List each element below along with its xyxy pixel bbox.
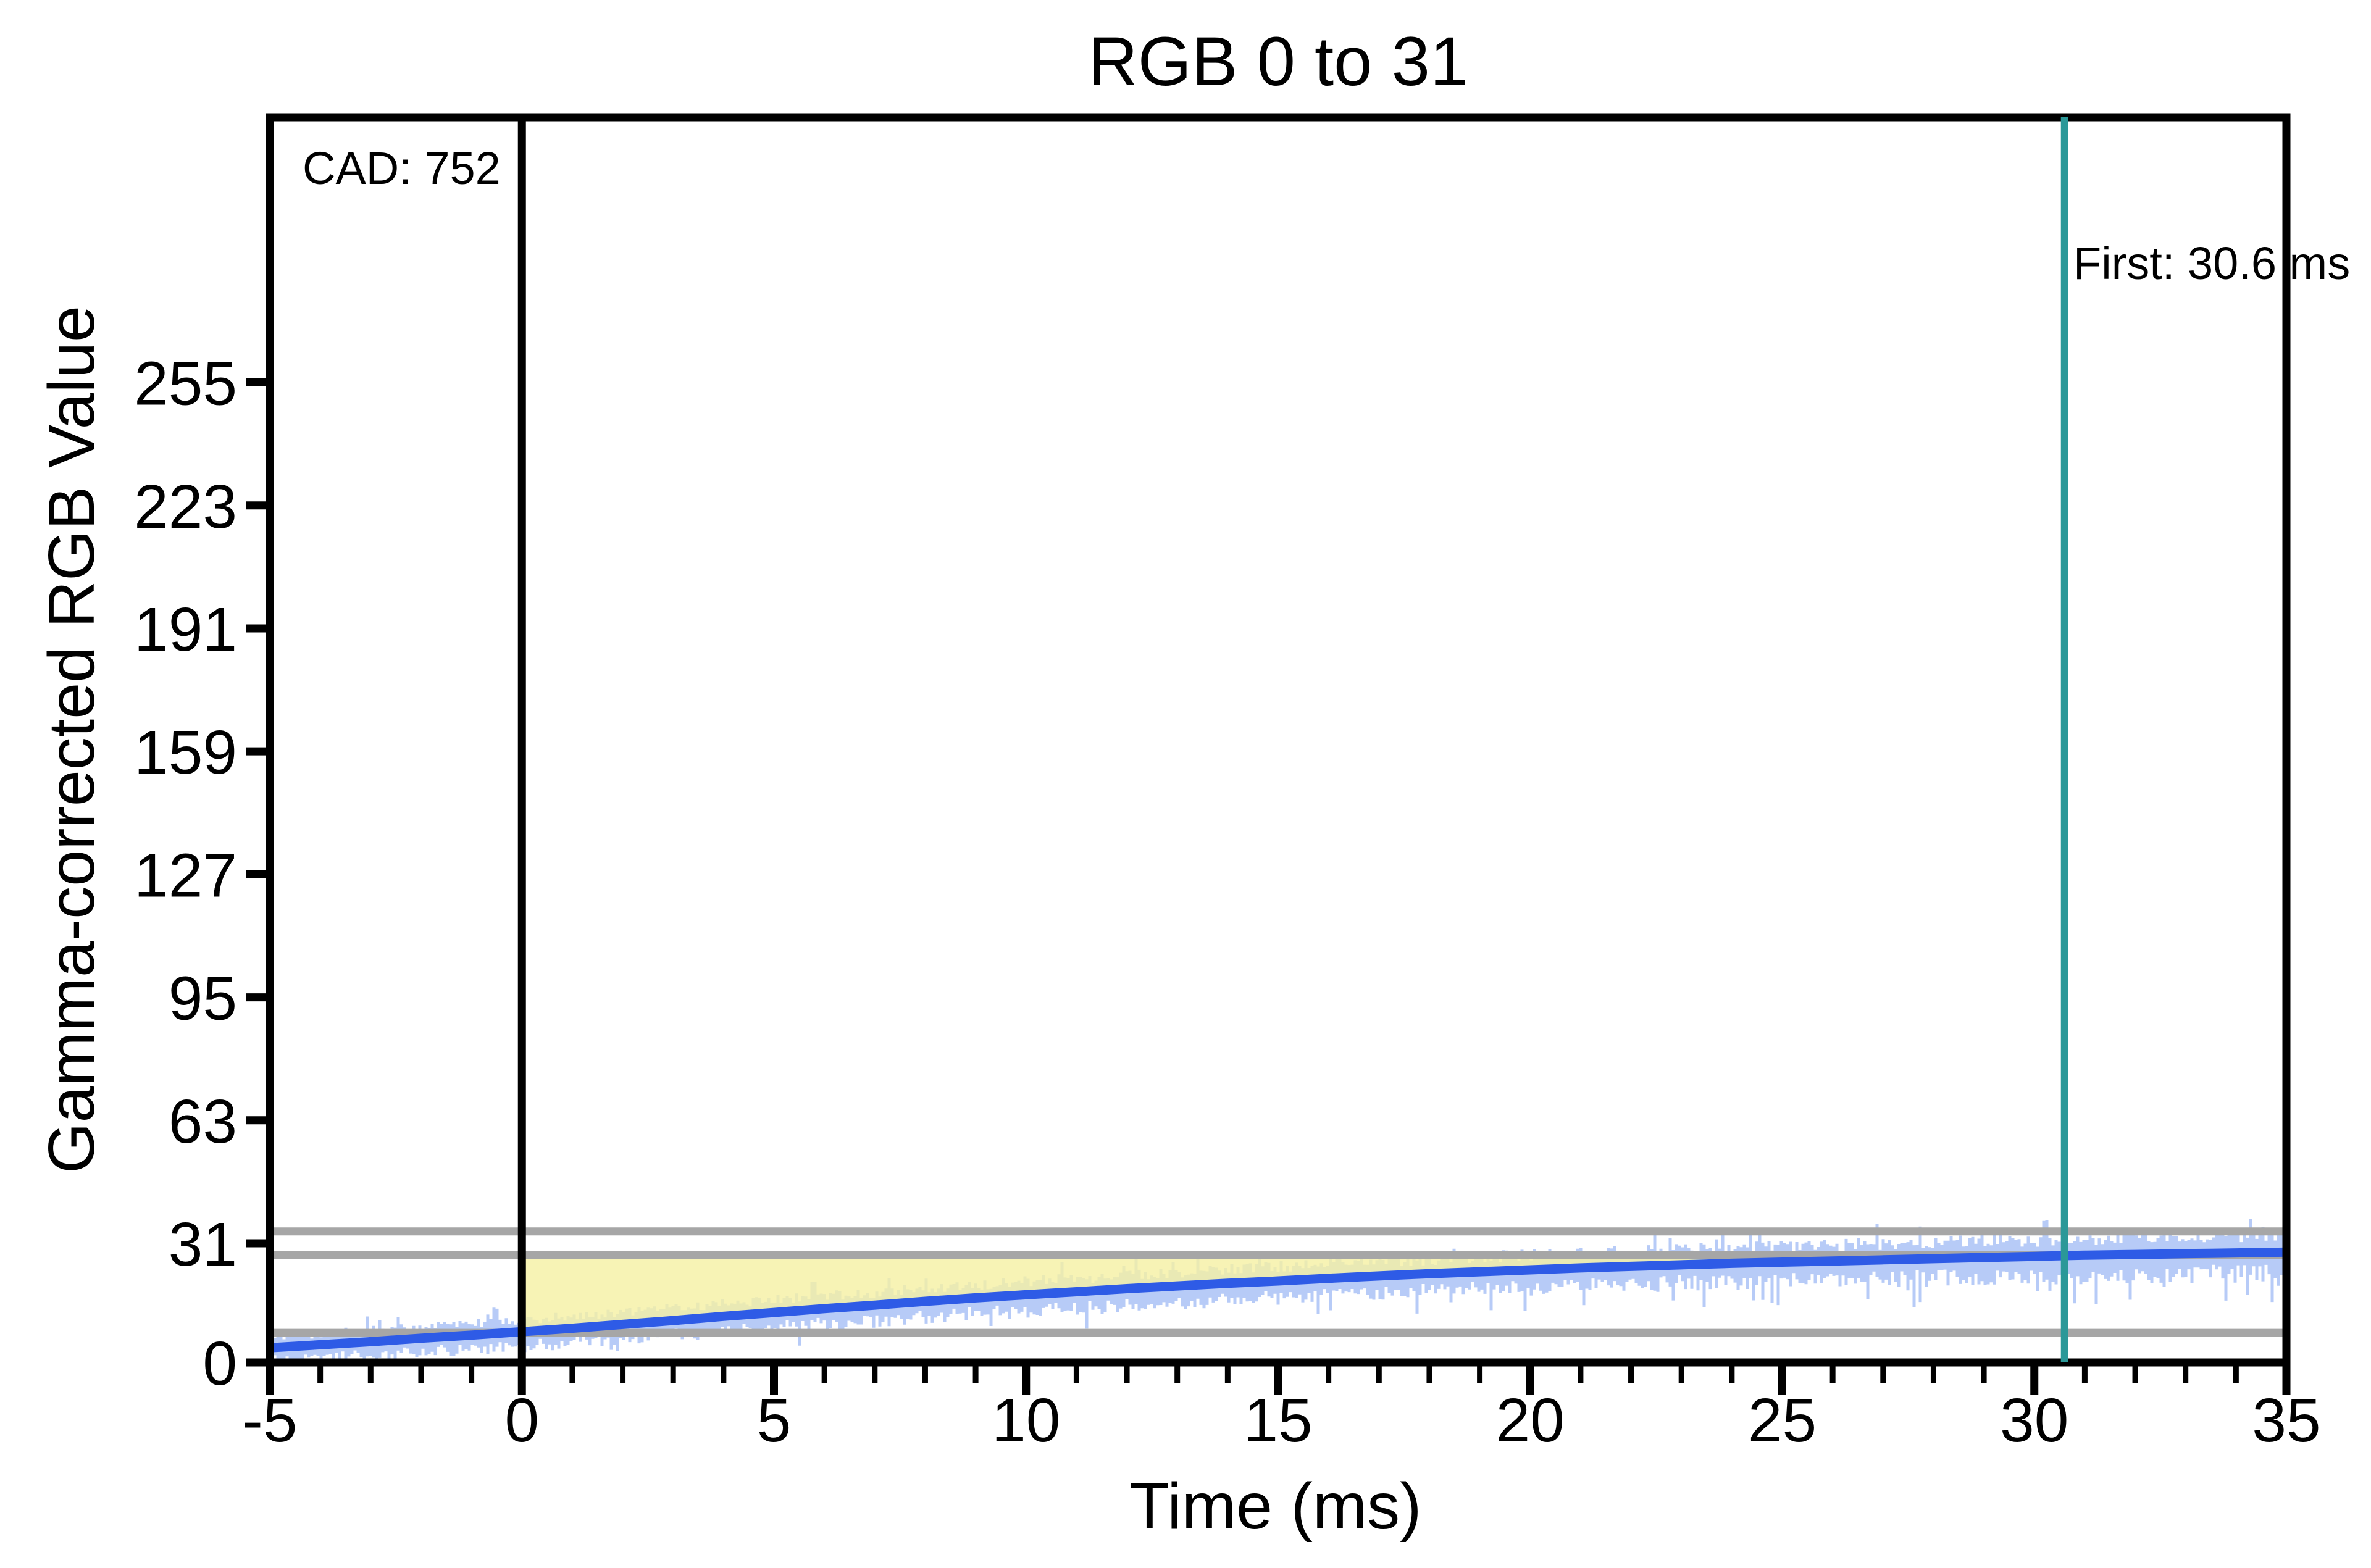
- x-tick-label: 5: [757, 1386, 792, 1455]
- y-tick-label: 127: [134, 841, 237, 910]
- x-tick-label: 10: [992, 1386, 1060, 1455]
- y-tick-label: 159: [134, 718, 237, 787]
- y-tick-label: 95: [169, 964, 237, 1033]
- x-tick-label: 35: [2252, 1386, 2320, 1455]
- cad-area-fill: [522, 1259, 1707, 1332]
- x-tick-label: -5: [243, 1386, 298, 1455]
- first-response-annotation: First: 30.6 ms: [2073, 238, 2350, 289]
- x-tick-label: 15: [1244, 1386, 1312, 1455]
- smoothed-response-curve: [270, 1247, 2286, 1353]
- x-tick-label: 25: [1748, 1386, 1817, 1455]
- x-tick-label: 20: [1496, 1386, 1565, 1455]
- y-tick-label: 0: [203, 1329, 237, 1398]
- plot-border: [266, 113, 2291, 1367]
- plot-area: [270, 1219, 2286, 1362]
- x-tick-label: 0: [504, 1386, 539, 1455]
- x-axis-title: Time (ms): [1130, 1470, 1422, 1543]
- y-tick-label: 191: [134, 595, 237, 664]
- x-tick-label: 30: [2000, 1386, 2068, 1455]
- y-tick-label: 31: [169, 1210, 237, 1279]
- y-axis-title: Gamma-corrected RGB Value: [35, 306, 108, 1174]
- y-tick-label: 255: [134, 349, 237, 419]
- y-tick-label: 223: [134, 472, 237, 541]
- chart-title: RGB 0 to 31: [1088, 23, 1468, 100]
- cad-annotation: CAD: 752: [303, 143, 501, 194]
- vertical-guides: [517, 117, 2068, 1362]
- y-tick-label: 63: [169, 1087, 237, 1156]
